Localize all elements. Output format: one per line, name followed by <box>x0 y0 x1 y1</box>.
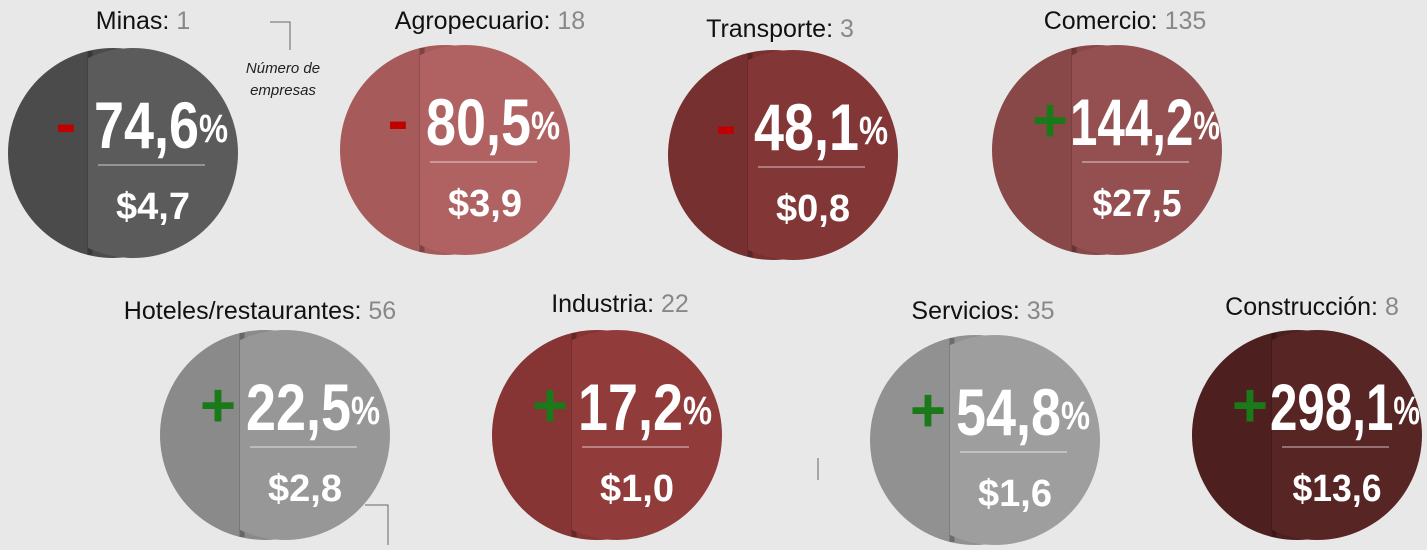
amount: $27,5 <box>1093 183 1182 225</box>
sector: Servicios: 35+ 54,8%$1,6 <box>870 297 1100 545</box>
sector-count: 1 <box>176 7 190 35</box>
sector-label: Agropecuario: 18 <box>395 7 585 35</box>
sector: Minas: 1- 74,6%$4,7 <box>8 7 238 258</box>
percent: 80,5% <box>426 85 560 159</box>
percent-unit: % <box>859 109 888 153</box>
percent-number: 22,5 <box>246 370 351 444</box>
amount: $13,6 <box>1293 468 1382 510</box>
percent-number: 48,1 <box>754 90 859 164</box>
sign: + <box>910 376 946 445</box>
sector-count: 3 <box>840 15 854 43</box>
annotation-box: Número de empresas <box>245 60 321 99</box>
sign: + <box>200 371 236 440</box>
percent-unit: % <box>1061 394 1090 438</box>
sign: + <box>1232 371 1268 440</box>
sector-count: 35 <box>1027 297 1055 325</box>
sector: Comercio: 135 + 144,2% $27,5 <box>992 7 1222 255</box>
percent-unit: % <box>199 107 228 151</box>
sector-label: Minas: 1 <box>96 7 191 35</box>
sector-name: Agropecuario: <box>395 7 551 35</box>
sector-count: 18 <box>557 7 585 35</box>
percent: 22,5% <box>246 370 380 444</box>
amount: $1,0 <box>600 468 674 510</box>
percent-number: 54,8 <box>956 375 1061 449</box>
percent-unit: % <box>683 389 712 433</box>
amount: $0,8 <box>776 188 850 230</box>
sector-name: Servicios: <box>911 297 1019 325</box>
sign: - <box>716 91 737 160</box>
front-disc <box>1272 330 1422 540</box>
sector-label: Comercio: 135 <box>1044 7 1207 35</box>
front-disc <box>950 335 1100 545</box>
amount: $3,9 <box>448 183 522 225</box>
annotation: Número de empresas <box>245 60 321 99</box>
percent-number: 80,5 <box>426 85 531 159</box>
pointer <box>270 21 291 50</box>
sign: - <box>388 86 409 155</box>
percent-unit: % <box>531 104 560 148</box>
amount: $4,7 <box>116 186 190 228</box>
sector-label: Servicios: 35 <box>911 297 1054 325</box>
sector-count: 22 <box>661 290 689 318</box>
front-disc <box>88 48 238 258</box>
percent: 144,2% <box>1070 85 1220 159</box>
sector-label: Transporte: 3 <box>706 15 854 43</box>
sector-name: Minas: <box>96 7 170 35</box>
front-disc <box>240 330 390 540</box>
front-disc <box>748 50 898 260</box>
sector-label: Hoteles/restaurantes: 56 <box>124 297 396 325</box>
percent: 54,8% <box>956 375 1090 449</box>
sector: Construcción: 8 + 298,1% $13,6 <box>1192 293 1422 540</box>
sign: - <box>56 89 77 158</box>
sector-name: Construcción: <box>1225 293 1378 321</box>
sector-label: Industria: 22 <box>551 290 689 318</box>
percent-number: 74,6 <box>94 88 199 162</box>
front-disc <box>420 45 570 255</box>
sign: + <box>532 371 568 440</box>
percent-number: 17,2 <box>578 370 683 444</box>
sector-name: Transporte: <box>706 15 833 43</box>
sector: Hoteles/restaurantes: 56+ 22,5%$2,8 <box>124 297 396 540</box>
sector: Transporte: 3- 48,1%$0,8 <box>668 15 898 260</box>
sector-name: Industria: <box>551 290 654 318</box>
front-disc <box>1072 45 1222 255</box>
pointer <box>365 504 389 545</box>
sector: Agropecuario: 18- 80,5%$3,9 <box>340 7 585 255</box>
percent-number: 144,2 <box>1070 85 1193 159</box>
percent: 298,1% <box>1270 370 1420 444</box>
percent-unit: % <box>351 389 380 433</box>
sector: Industria: 22+ 17,2%$1,0 <box>492 290 722 540</box>
percent: 48,1% <box>754 90 888 164</box>
percent: 17,2% <box>578 370 712 444</box>
percent-number: 298,1 <box>1270 370 1393 444</box>
sector-label: Construcción: 8 <box>1225 293 1399 321</box>
sector-name: Hoteles/restaurantes: <box>124 297 362 325</box>
front-disc <box>572 330 722 540</box>
amount: $2,8 <box>268 468 342 510</box>
percent-unit: % <box>1393 389 1420 433</box>
sector-count: 8 <box>1385 293 1399 321</box>
sector-name: Comercio: <box>1044 7 1158 35</box>
sector-count: 56 <box>368 297 396 325</box>
sector-count: 135 <box>1165 7 1207 35</box>
amount: $1,6 <box>978 473 1052 515</box>
percent: 74,6% <box>94 88 228 162</box>
percent-unit: % <box>1193 104 1220 148</box>
sign: + <box>1032 86 1068 155</box>
